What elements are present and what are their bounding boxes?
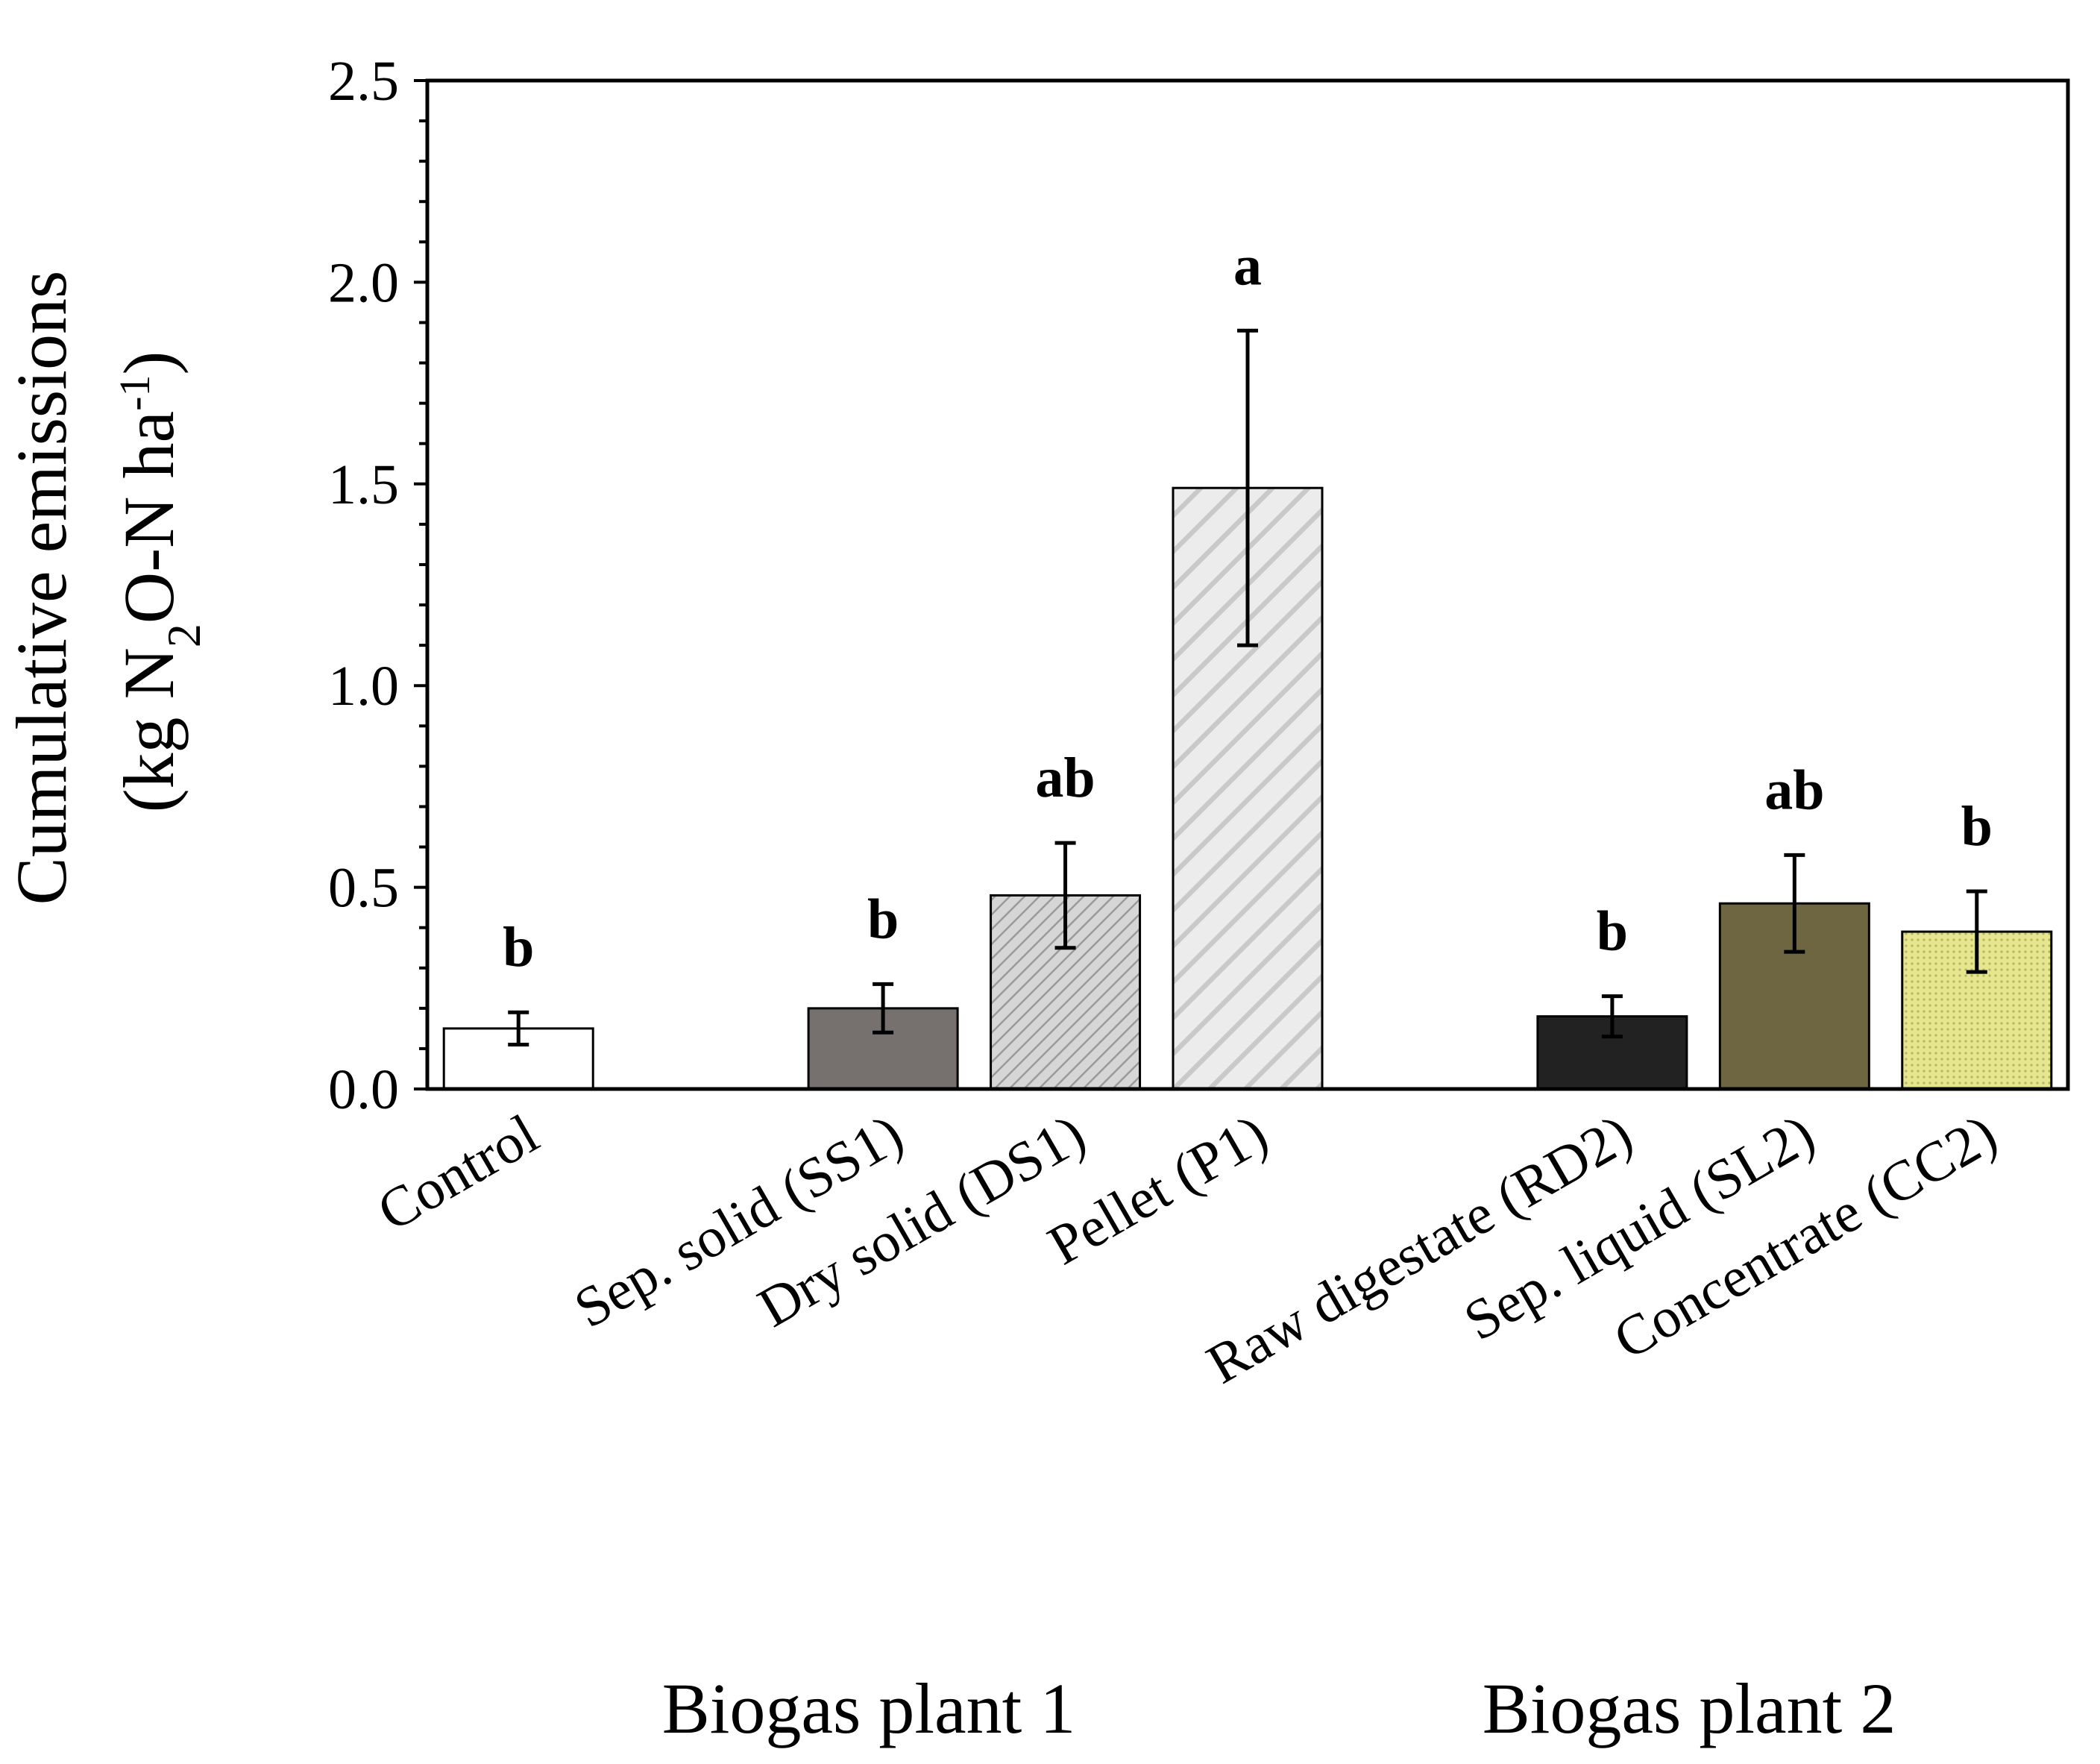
category-label: Control xyxy=(368,1102,549,1243)
y-axis-ticks: 0.0 0.5 1.0 1.5 2.0 2.5 xyxy=(328,50,427,1121)
y-tick-label: 0.5 xyxy=(328,857,399,920)
significance-label: a xyxy=(1233,234,1262,297)
y-axis-label-line2: (kg N2O-N ha-1) xyxy=(109,351,210,813)
y-tick-label: 2.0 xyxy=(328,251,399,314)
group-label-biogas-plant-1: Biogas plant 1 xyxy=(662,1669,1076,1748)
category-labels: Control Sep. solid (SS1)Dry solid (DS1)Pe… xyxy=(368,1102,2008,1396)
y-tick-label: 2.5 xyxy=(328,50,399,113)
y-tick-label: 0.0 xyxy=(328,1058,399,1121)
significance-label: b xyxy=(867,888,899,950)
y-tick-label: 1.0 xyxy=(328,655,399,718)
y-tick-label: 1.5 xyxy=(328,453,399,516)
significance-label: ab xyxy=(1764,759,1824,821)
y-axis-label-line1: Cumulative emissions xyxy=(1,271,81,905)
group-label-biogas-plant-2: Biogas plant 2 xyxy=(1483,1669,1896,1748)
significance-label: b xyxy=(1961,795,1993,858)
significance-label: ab xyxy=(1035,747,1095,809)
significance-label: b xyxy=(503,916,534,979)
significance-label: b xyxy=(1597,900,1628,963)
plot-frame xyxy=(425,78,2070,1091)
